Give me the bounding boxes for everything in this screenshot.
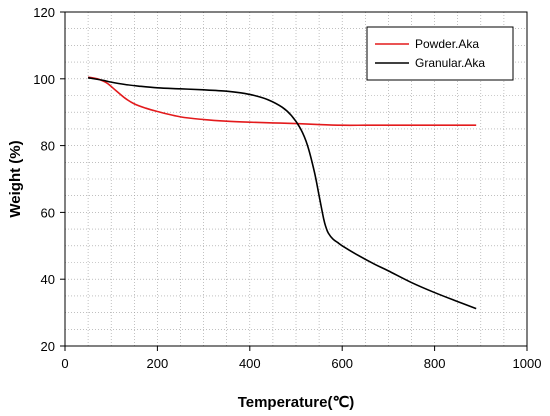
- y-tick-label: 20: [41, 339, 55, 354]
- y-tick-label: 120: [33, 5, 55, 20]
- x-tick-label: 1000: [513, 356, 542, 371]
- series-layer: [87, 76, 477, 310]
- x-tick-label: 200: [147, 356, 169, 371]
- legend: Powder.Aka Granular.Aka: [366, 26, 514, 81]
- y-tick-label: 40: [41, 272, 55, 287]
- x-axis-title: Temperature(℃): [238, 394, 355, 411]
- x-tick-label: 400: [239, 356, 261, 371]
- y-tick-label: 80: [41, 139, 55, 154]
- x-tick-label: 800: [424, 356, 446, 371]
- ticks-layer: 0 200 400 600 800 1000 20 40 60 80 100 120: [33, 5, 541, 371]
- plot-frame: [64, 11, 528, 347]
- legend-label-granular: Granular.Aka: [415, 56, 485, 70]
- y-tick-label: 60: [41, 205, 55, 220]
- legend-box: [366, 26, 514, 81]
- y-tick-label: 100: [33, 72, 55, 87]
- series-line-granular: [87, 77, 477, 310]
- x-tick-label: 600: [331, 356, 353, 371]
- legend-label-powder: Powder.Aka: [415, 37, 479, 51]
- x-tick-label: 0: [61, 356, 68, 371]
- series-line-powder: [87, 76, 477, 127]
- y-axis-title: Weight (%): [7, 140, 24, 217]
